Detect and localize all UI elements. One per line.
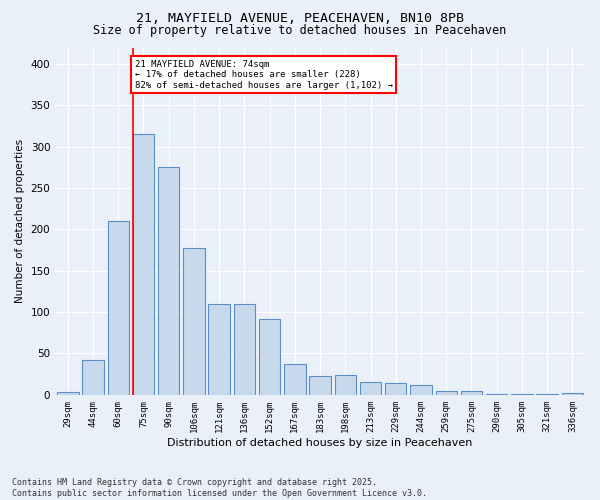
Bar <box>82 360 104 395</box>
Bar <box>562 393 583 395</box>
Bar <box>107 221 129 395</box>
Bar <box>259 319 280 395</box>
Bar <box>461 390 482 395</box>
Bar <box>360 382 381 395</box>
X-axis label: Distribution of detached houses by size in Peacehaven: Distribution of detached houses by size … <box>167 438 473 448</box>
Text: Contains HM Land Registry data © Crown copyright and database right 2025.
Contai: Contains HM Land Registry data © Crown c… <box>12 478 427 498</box>
Bar <box>511 394 533 395</box>
Text: 21 MAYFIELD AVENUE: 74sqm
← 17% of detached houses are smaller (228)
82% of semi: 21 MAYFIELD AVENUE: 74sqm ← 17% of detac… <box>134 60 392 90</box>
Bar <box>310 376 331 395</box>
Bar <box>233 304 255 395</box>
Bar <box>385 384 406 395</box>
Text: 21, MAYFIELD AVENUE, PEACEHAVEN, BN10 8PB: 21, MAYFIELD AVENUE, PEACEHAVEN, BN10 8P… <box>136 12 464 26</box>
Bar <box>158 168 179 395</box>
Y-axis label: Number of detached properties: Number of detached properties <box>15 139 25 303</box>
Bar <box>208 304 230 395</box>
Bar <box>284 364 305 395</box>
Bar <box>335 375 356 395</box>
Bar <box>183 248 205 395</box>
Text: Size of property relative to detached houses in Peacehaven: Size of property relative to detached ho… <box>94 24 506 37</box>
Bar <box>536 394 558 395</box>
Bar <box>436 390 457 395</box>
Bar <box>133 134 154 395</box>
Bar <box>57 392 79 395</box>
Bar <box>486 394 508 395</box>
Bar <box>410 385 432 395</box>
